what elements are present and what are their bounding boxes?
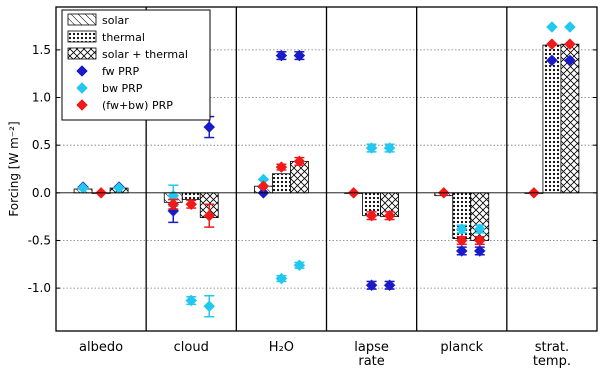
point-bw xyxy=(383,142,396,154)
y-tick-label: -0.5 xyxy=(28,233,51,247)
point-fwbw xyxy=(275,161,288,173)
plot-frame xyxy=(55,6,598,332)
point-fwbw xyxy=(383,209,396,222)
point-fwbw xyxy=(455,234,468,247)
point-fwbw xyxy=(564,38,576,51)
legend-label: solar + thermal xyxy=(102,48,188,61)
point-bw xyxy=(564,21,576,33)
point-bw xyxy=(473,223,486,235)
point-fwbw xyxy=(203,209,216,222)
y-tick-label: 0.5 xyxy=(32,138,51,152)
point-fw xyxy=(455,245,468,257)
point-fw xyxy=(473,245,486,257)
category-label: cloud xyxy=(174,340,209,355)
point-fw xyxy=(564,54,576,67)
point-fwbw xyxy=(473,234,486,247)
legend-box xyxy=(61,9,211,121)
legend-label: (fw+bw) PRP xyxy=(102,99,173,112)
bar-dots xyxy=(272,173,291,194)
legend-label: bw PRP xyxy=(102,82,143,95)
legend-marker xyxy=(76,99,88,111)
legend-label: solar xyxy=(102,14,129,27)
point-fw xyxy=(365,279,378,292)
category-label: planck xyxy=(440,340,483,355)
point-bw xyxy=(185,294,198,307)
point-bw xyxy=(113,182,125,194)
point-fwbw xyxy=(546,38,558,51)
plot-area-border xyxy=(55,6,598,332)
bar-dots xyxy=(542,44,562,194)
point-fw xyxy=(383,279,396,292)
legend-label: thermal xyxy=(102,31,145,44)
legend-label: fw PRP xyxy=(102,65,139,78)
y-tick-label: 1.0 xyxy=(32,91,51,105)
legend: solar thermal solar + thermal fw PRP bw PRP (… xyxy=(61,9,211,121)
legend-swatch xyxy=(67,13,97,26)
y-axis-label: Forcing [W m⁻²] xyxy=(7,121,21,216)
legend-marker xyxy=(76,82,88,94)
point-bw xyxy=(77,182,89,194)
point-fwbw xyxy=(257,180,270,193)
point-fwbw xyxy=(167,198,180,211)
bar-hatch-cross xyxy=(560,43,580,194)
point-fwbw xyxy=(365,209,378,222)
category-label: strat. xyxy=(535,340,569,355)
y-tick-label: 0.0 xyxy=(32,186,51,200)
legend-marker xyxy=(76,65,88,77)
category-label: temp. xyxy=(533,354,571,369)
point-bw xyxy=(203,300,216,313)
point-fw xyxy=(203,121,216,133)
data-points xyxy=(77,21,576,318)
y-tick-label: 1.5 xyxy=(32,43,51,57)
point-fw xyxy=(275,49,288,62)
point-bw xyxy=(455,223,468,235)
category-label: rate xyxy=(358,354,384,369)
point-fwbw xyxy=(293,155,306,168)
point-bw xyxy=(293,259,306,272)
legend-swatch xyxy=(67,47,97,60)
point-fwbw xyxy=(185,198,198,211)
legend-swatch xyxy=(67,30,97,43)
point-bw xyxy=(365,142,378,154)
category-label: H₂O xyxy=(269,340,294,355)
point-bw xyxy=(546,21,558,33)
point-bw xyxy=(275,272,288,285)
category-label: lapse xyxy=(354,340,389,355)
category-label: albedo xyxy=(79,340,123,355)
point-fw xyxy=(293,49,306,62)
y-tick-label: -1.0 xyxy=(28,281,51,295)
axes: -1.0 -0.5 0.0 0.5 1.0 1.5 Forcing [W m⁻²] albed… xyxy=(7,43,597,369)
point-fw xyxy=(546,54,558,67)
